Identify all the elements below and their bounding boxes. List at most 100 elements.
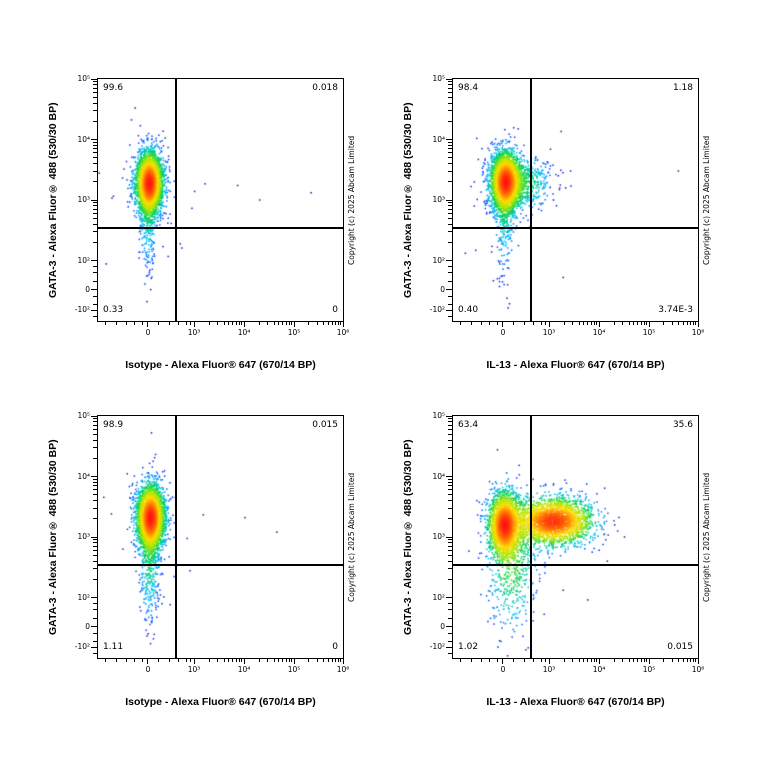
quadrant-stat-upper-right: 35.6 — [672, 420, 693, 430]
plot-area: 99.6 0.018 0.33 0 — [97, 78, 344, 322]
axis-tick — [548, 322, 550, 327]
quadrant-stat-lower-right: 0.015 — [667, 642, 693, 652]
axis-tick — [168, 659, 170, 662]
axis-tick — [93, 208, 97, 210]
axis-tick — [217, 659, 219, 662]
axis-tick — [93, 91, 97, 93]
axis-tick — [533, 322, 535, 325]
axis-tick — [446, 626, 452, 628]
axis-tick — [93, 231, 97, 233]
axis-tick — [692, 322, 694, 325]
y-axis-tick-label: 10² — [432, 592, 445, 602]
axis-tick — [93, 494, 97, 496]
axis-tick — [193, 322, 195, 327]
axis-tick — [446, 139, 452, 140]
axis-tick — [93, 489, 97, 491]
axis-tick — [91, 78, 97, 80]
axis-tick — [93, 223, 97, 225]
axis-tick — [93, 418, 97, 420]
y-axis-tick-label: 10⁵ — [432, 411, 445, 420]
axis-tick — [93, 568, 97, 570]
axis-tick — [446, 289, 452, 291]
x-axis-tick-label: 10⁴ — [237, 665, 251, 674]
x-axis-title: IL-13 - Alexa Fluor® 647 (670/14 BP) — [486, 696, 665, 708]
axis-tick — [278, 659, 280, 662]
axis-tick — [93, 84, 97, 86]
axis-tick — [267, 659, 269, 662]
axis-tick — [459, 322, 461, 325]
y-axis-tick-label: -10² — [74, 642, 90, 652]
axis-tick — [238, 659, 240, 662]
axis-tick — [93, 560, 97, 562]
axis-tick — [689, 659, 691, 662]
axis-tick — [446, 199, 452, 201]
axis-tick — [448, 208, 452, 210]
axis-tick — [157, 322, 159, 325]
axis-tick — [93, 609, 97, 611]
axis-tick — [93, 485, 97, 487]
axis-tick — [448, 640, 452, 642]
axis-tick — [93, 87, 97, 89]
axis-tick — [448, 280, 452, 282]
axis-tick — [563, 322, 565, 325]
gate-horizontal-line — [453, 564, 698, 566]
scatter-density-canvas — [98, 416, 343, 658]
axis-tick — [448, 272, 452, 274]
axis-tick — [241, 659, 243, 662]
axis-tick — [448, 102, 452, 104]
axis-tick — [545, 322, 547, 325]
axis-tick — [446, 260, 452, 261]
axis-tick — [448, 560, 452, 562]
axis-tick — [157, 659, 159, 662]
axis-tick — [93, 141, 97, 143]
axis-tick — [342, 322, 344, 327]
axis-tick — [448, 494, 452, 496]
axis-tick — [540, 322, 542, 325]
axis-tick — [646, 322, 648, 325]
axis-tick — [446, 415, 452, 417]
y-axis-tick-label: 10⁴ — [432, 134, 445, 144]
axis-tick — [682, 322, 684, 325]
quadrant-stat-lower-right: 0 — [332, 642, 338, 652]
axis-tick — [93, 170, 97, 172]
axis-tick — [232, 659, 234, 662]
axis-tick — [273, 659, 275, 662]
y-axis-tick-label: -10² — [429, 305, 445, 315]
axis-tick — [293, 659, 295, 664]
axis-tick — [288, 322, 290, 325]
axis-tick — [327, 659, 329, 662]
x-axis-tick-label: 0 — [500, 328, 506, 337]
axis-tick — [93, 542, 97, 544]
axis-tick — [446, 646, 452, 648]
axis-tick — [288, 659, 290, 662]
axis-tick — [93, 481, 97, 483]
y-axis-tick-label: 10⁴ — [77, 471, 90, 481]
axis-tick — [448, 148, 452, 150]
gate-vertical-line — [175, 416, 177, 658]
y-axis-tick-label: 10³ — [432, 195, 445, 204]
x-axis-tick-label: 10³ — [187, 665, 201, 674]
axis-tick — [273, 322, 275, 325]
axis-tick — [316, 322, 318, 325]
axis-tick — [93, 507, 97, 509]
plot-area: 63.4 35.6 1.02 0.015 — [452, 415, 699, 659]
axis-tick — [190, 659, 192, 662]
axis-tick — [125, 659, 127, 662]
x-axis-tick-label: 10⁴ — [237, 328, 251, 337]
axis-tick — [93, 424, 97, 426]
axis-tick — [448, 424, 452, 426]
gate-horizontal-line — [453, 227, 698, 229]
axis-tick — [327, 322, 329, 325]
axis-tick — [223, 322, 225, 325]
axis-tick — [93, 633, 97, 635]
axis-tick — [448, 457, 452, 459]
axis-tick — [448, 231, 452, 233]
axis-tick — [93, 81, 97, 83]
axis-tick — [93, 212, 97, 214]
axis-tick — [232, 322, 234, 325]
axis-tick — [448, 315, 452, 317]
axis-tick — [448, 421, 452, 423]
axis-tick — [646, 659, 648, 662]
axis-tick — [545, 659, 547, 662]
axis-tick — [663, 659, 665, 662]
